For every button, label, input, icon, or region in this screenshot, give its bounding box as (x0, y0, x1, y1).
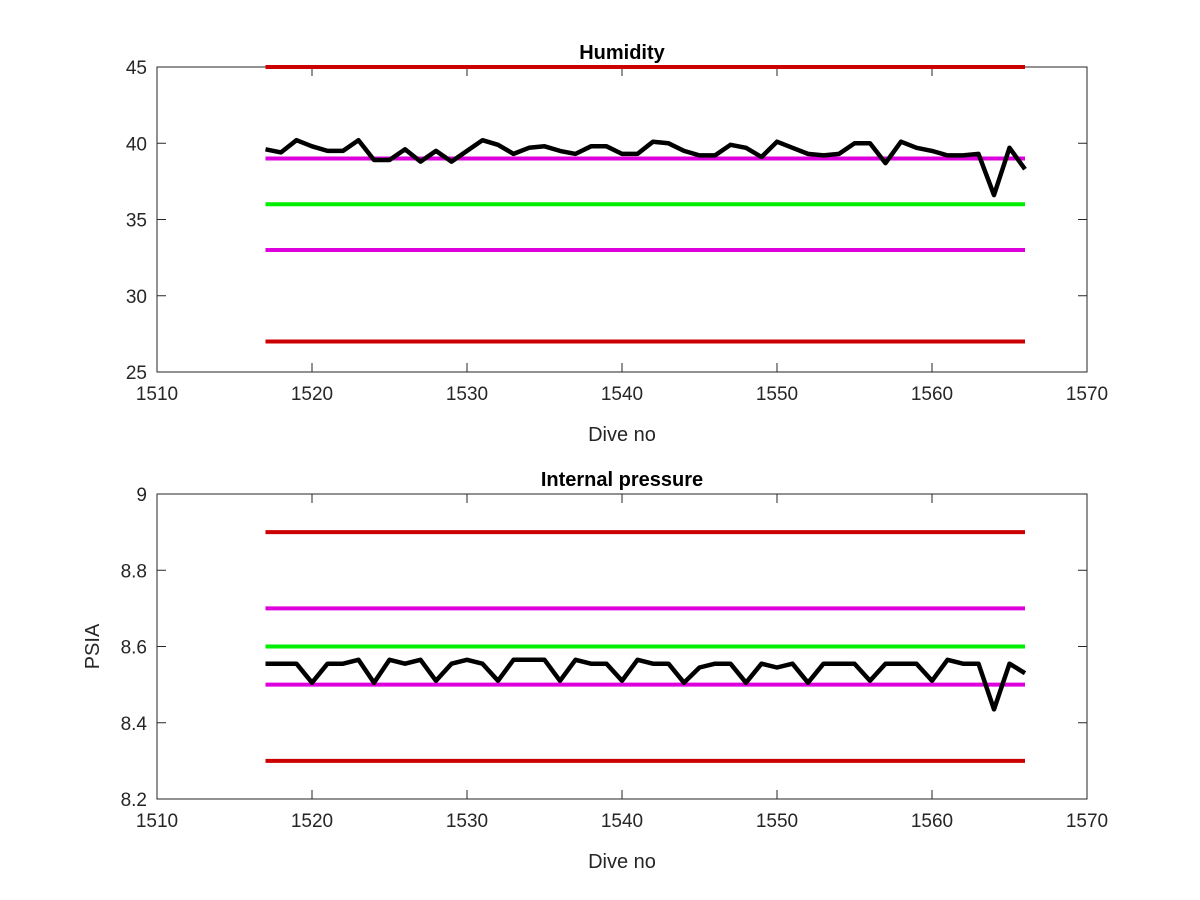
y-tick-label: 9 (136, 485, 147, 506)
x-tick-label: 1520 (291, 384, 333, 405)
y-axis-label: PSIA (82, 623, 104, 669)
x-tick-label: 1550 (756, 811, 798, 832)
data-series-line (265, 657, 1027, 712)
y-tick-label: 8.2 (121, 790, 147, 811)
x-tick-label: 1540 (601, 384, 643, 405)
y-tick-label: 8.6 (121, 638, 147, 659)
data-series-line (265, 137, 1027, 198)
x-tick-label: 1570 (1066, 384, 1108, 405)
x-tick-label: 1510 (136, 384, 178, 405)
y-tick-label: 30 (126, 287, 147, 308)
chart-1: 1510 1520 1530 1540 1550 1560 1570 25 30 35 40 45 Hu… (126, 42, 1108, 446)
y-tick-label: 35 (126, 211, 147, 232)
x-tick-label: 1550 (756, 384, 798, 405)
x-tick-label: 1510 (136, 811, 178, 832)
x-tick-label: 1530 (446, 384, 488, 405)
chart-title: Humidity (579, 42, 665, 64)
y-tick-label: 8.8 (121, 561, 147, 582)
x-axis-label: Dive no (588, 851, 656, 873)
axes-box (156, 66, 1088, 373)
x-tick-label: 1540 (601, 811, 643, 832)
y-tick-label: 8.4 (121, 714, 148, 735)
x-tick-label: 1520 (291, 811, 333, 832)
chart-2: 1510 1520 1530 1540 1550 1560 1570 8.2 8.4 8.6 8.8… (82, 469, 1108, 873)
x-tick-label: 1570 (1066, 811, 1108, 832)
y-tick-label: 45 (126, 58, 147, 79)
x-tick-label: 1560 (911, 811, 953, 832)
chart-title: Internal pressure (541, 469, 703, 491)
x-axis-label: Dive no (588, 424, 656, 446)
y-tick-label: 40 (126, 134, 147, 155)
x-tick-label: 1560 (911, 384, 953, 405)
x-tick-label: 1530 (446, 811, 488, 832)
y-tick-label: 25 (126, 363, 147, 384)
